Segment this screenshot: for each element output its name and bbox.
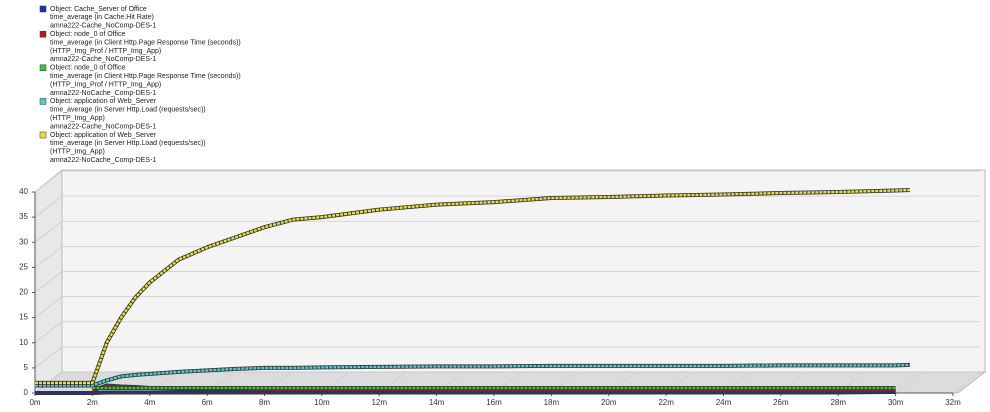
legend-detail: (HTTP_Img_App) [50,115,105,122]
legend-detail: time_average (in Server Http.Load (reque… [50,107,206,114]
grid-line [34,346,980,369]
grid-line [34,170,980,193]
x-tick-label: 6m [202,398,213,407]
x-tick-label: 12m [371,398,387,407]
grid-line [34,321,980,344]
x-tick-label: 8m [259,398,270,407]
y-tick-label: 35 [19,212,28,221]
legend-detail: amna222-Cache_NoComp-DES-1 [50,123,156,130]
legend-detail: amna222-Cache_NoComp-DES-1 [50,56,156,63]
legend-detail: (HTTP_Img_Prof / HTTP_Img_App) [50,48,161,55]
legend-label: Object: application of Web_Server [50,98,157,105]
x-tick-label: 4m [144,398,155,407]
legend-detail: (HTTP_Img_Prof / HTTP_Img_App) [50,81,161,88]
x-tick-label: 10m [314,398,330,407]
x-tick-label: 28m [830,398,846,407]
x-tick-label: 2m [87,398,98,407]
y-tick-label: 25 [19,262,28,271]
legend-detail: time_average (in Cache.Hit Rate) [50,14,154,21]
x-tick-label: 26m [773,398,789,407]
legend-label: Object: application of Web_Server [50,132,157,139]
x-tick-label: 18m [544,398,560,407]
grid-line [34,220,980,243]
legend-swatch [39,131,47,139]
y-tick-label: 20 [19,288,28,297]
y-tick-label: 5 [24,363,29,372]
legend-label: Object: node_0 of Office [50,65,125,72]
legend-swatch [39,30,47,38]
legend-swatch [39,5,47,13]
x-tick-label: 0m [29,398,40,407]
legend-detail: time_average (in Client Http.Page Respon… [50,73,241,80]
y-tick-label: 10 [19,338,28,347]
legend-detail: time_average (in Server Http.Load (reque… [50,140,206,147]
series-line [35,188,911,385]
back-wall [33,168,987,395]
x-tick-label: 24m [716,398,732,407]
series-line [35,363,911,387]
legend-detail: (HTTP_Img_App) [50,149,105,156]
legend-swatch [39,64,47,72]
grid-line [34,271,980,293]
grid-line [34,296,980,318]
grid-line [34,245,980,268]
x-tick-label: 22m [658,398,674,407]
y-tick-label: 40 [19,187,28,196]
legend-detail: amna222-Cache_NoComp-DES-1 [50,23,156,30]
x-tick-label: 32m [945,398,961,407]
legend-label: Object: node_0 of Office [50,31,125,38]
y-tick-label: 30 [19,237,28,246]
x-tick-label: 30m [888,398,904,407]
grid-line [952,371,981,394]
legend-detail: time_average (in Client Http.Page Respon… [50,39,241,46]
legend-label: Object: Cache_Server of Office [50,6,147,13]
y-tick-label: 0 [24,388,29,397]
x-tick-label: 20m [601,398,617,407]
legend-swatch [39,98,47,105]
x-tick-label: 16m [486,398,502,407]
x-tick-label: 14m [429,398,445,407]
series-line [35,390,896,395]
grid-line [895,371,923,394]
legend-detail: amna222-NoCache_Comp-DES-1 [50,157,156,164]
legend-detail: amna222-NoCache_Comp-DES-1 [50,90,156,97]
y-tick-label: 15 [19,313,28,322]
